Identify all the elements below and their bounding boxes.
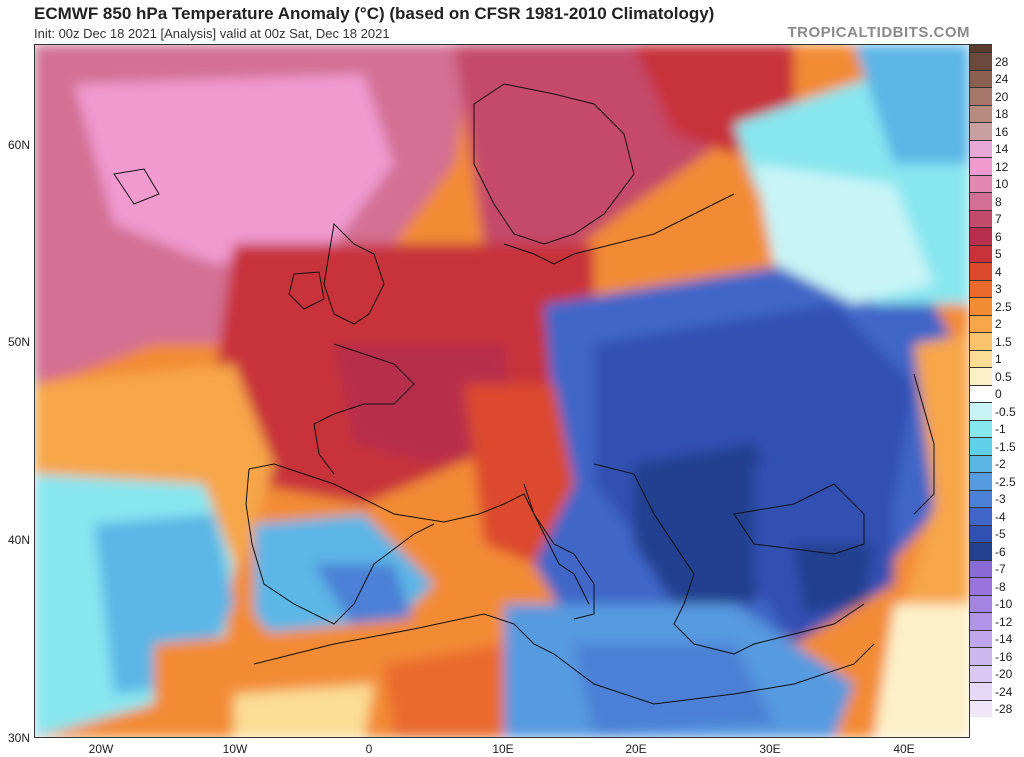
legend-swatch: [970, 542, 992, 560]
lat-label-40n: 40N: [7, 533, 30, 547]
legend-label: -12: [995, 614, 1013, 629]
legend-label: -28: [995, 702, 1013, 717]
legend-swatch: [970, 384, 992, 402]
lon-label-30e: 30E: [759, 742, 781, 756]
legend-swatch: [970, 437, 992, 455]
legend-label: -3: [995, 492, 1006, 507]
legend-label: -2.5: [995, 474, 1016, 489]
legend-swatch: [970, 349, 992, 367]
legend-swatch: [970, 664, 992, 682]
legend-swatch: [970, 139, 992, 157]
legend-swatch: [970, 279, 992, 297]
legend-label: 14: [995, 142, 1009, 157]
legend-label: -16: [995, 649, 1013, 664]
lat-label-30n: 30N: [7, 731, 30, 745]
anomaly-field: [34, 44, 970, 738]
credit-watermark: TROPICALTIDBITS.COM: [787, 24, 970, 41]
legend-swatch: [970, 69, 992, 87]
legend-label: -4: [995, 509, 1006, 524]
legend-label: 1: [995, 352, 1002, 367]
legend-label: 28: [995, 54, 1009, 69]
legend-label: 2.5: [995, 299, 1012, 314]
legend-swatch: [970, 87, 992, 105]
legend-label: 6: [995, 229, 1002, 244]
legend-swatch: [970, 192, 992, 210]
legend-swatch: [970, 699, 992, 717]
legend-label: 4: [995, 264, 1002, 279]
legend-swatch: [970, 297, 992, 315]
legend-label: 10: [995, 177, 1009, 192]
legend-label: 20: [995, 89, 1009, 104]
legend-swatch: [970, 472, 992, 490]
legend-label: 8: [995, 194, 1002, 209]
legend-swatch: [970, 209, 992, 227]
legend-swatch: [970, 122, 992, 140]
legend-swatch: [970, 682, 992, 700]
legend-label: -0.5: [995, 404, 1016, 419]
chart-subtitle: Init: 00z Dec 18 2021 [Analysis] valid a…: [34, 26, 390, 41]
legend-swatch: [970, 174, 992, 192]
legend-swatch: [970, 577, 992, 595]
legend-label: 18: [995, 107, 1009, 122]
lon-label-20e: 20E: [625, 742, 647, 756]
legend-swatch: [970, 524, 992, 542]
legend-label: -8: [995, 579, 1006, 594]
legend-label: 3: [995, 282, 1002, 297]
lon-label-20w: 20W: [88, 742, 114, 756]
legend-label: -20: [995, 667, 1013, 682]
legend-swatch: [970, 244, 992, 262]
legend-label: -7: [995, 562, 1006, 577]
color-scale-legend: 28 24 20 18 16 14 12 10 8 7 6 5 4 3 2.5 2 1.5 1 0.5 0 -0.5 -1…: [970, 44, 1024, 738]
lon-label-10e: 10E: [492, 742, 514, 756]
legend-label: 12: [995, 159, 1009, 174]
coastlines: [113, 83, 935, 705]
legend-swatch: [970, 332, 992, 350]
legend-swatch: [970, 559, 992, 577]
legend-swatch: [970, 52, 992, 70]
chart-title: ECMWF 850 hPa Temperature Anomaly (°C) (…: [34, 4, 715, 23]
legend-swatch: [970, 104, 992, 122]
legend-label: 2: [995, 317, 1002, 332]
legend-swatch: [970, 594, 992, 612]
legend-swatch: [970, 454, 992, 472]
legend-swatch: [970, 629, 992, 647]
legend-label: -6: [995, 544, 1006, 559]
legend-swatch: [970, 157, 992, 175]
legend-label: 5: [995, 247, 1002, 262]
legend-label: 1.5: [995, 334, 1012, 349]
anomaly-map: [34, 44, 970, 738]
legend-label: -1: [995, 422, 1006, 437]
legend-label: 0.5: [995, 369, 1012, 384]
legend-label: -24: [995, 684, 1013, 699]
legend-label: -2: [995, 457, 1006, 472]
legend-swatch: [970, 507, 992, 525]
legend-swatch: [970, 489, 992, 507]
legend-swatch: [970, 227, 992, 245]
legend-label: -5: [995, 527, 1006, 542]
legend-swatch: [970, 612, 992, 630]
legend-label: 7: [995, 212, 1002, 227]
legend-label: 16: [995, 124, 1009, 139]
lon-label-0: 0: [365, 742, 373, 756]
legend-label: 24: [995, 72, 1009, 87]
legend-swatch: [970, 402, 992, 420]
legend-label: -10: [995, 597, 1013, 612]
lat-label-60n: 60N: [7, 138, 30, 152]
legend-top-cap: [970, 44, 992, 52]
legend-swatch: [970, 314, 992, 332]
legend-label: -1.5: [995, 439, 1016, 454]
legend-swatch: [970, 419, 992, 437]
legend-label: -14: [995, 632, 1013, 647]
legend-label: 0: [995, 387, 1002, 402]
legend-swatch: [970, 367, 992, 385]
legend-swatch: [970, 262, 992, 280]
lon-label-10w: 10W: [222, 742, 248, 756]
legend-swatch: [970, 647, 992, 665]
lat-label-50n: 50N: [7, 335, 30, 349]
lon-label-40e: 40E: [893, 742, 915, 756]
